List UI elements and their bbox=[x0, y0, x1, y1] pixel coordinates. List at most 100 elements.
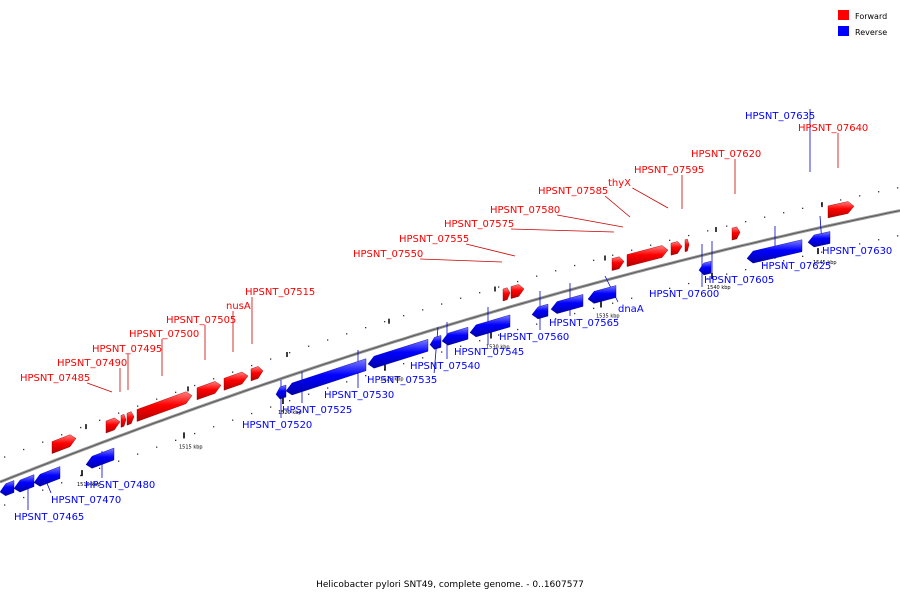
reverse-gene[interactable] bbox=[587, 285, 617, 304]
track-dot bbox=[403, 363, 405, 365]
track-dot bbox=[23, 496, 25, 499]
track-dot bbox=[707, 278, 709, 280]
track-dot bbox=[479, 340, 481, 342]
forward-gene[interactable] bbox=[120, 414, 127, 428]
backbone-center bbox=[0, 210, 900, 483]
gene-label-hpsnt_07495[interactable]: HPSNT_07495 bbox=[92, 344, 162, 355]
forward-gene[interactable] bbox=[502, 287, 511, 302]
gene-label-hpsnt_07565[interactable]: HPSNT_07565 bbox=[549, 318, 619, 329]
track-dot bbox=[460, 345, 462, 347]
gene-label-hpsnt_07605[interactable]: HPSNT_07605 bbox=[704, 275, 774, 286]
gene-label-hpsnt_07600[interactable]: HPSNT_07600 bbox=[649, 289, 719, 300]
leader-line bbox=[632, 187, 669, 209]
gene-label-hpsnt_07490[interactable]: HPSNT_07490 bbox=[57, 358, 127, 369]
reverse-gene[interactable] bbox=[698, 260, 712, 276]
gene-label-hpsnt_07555[interactable]: HPSNT_07555 bbox=[399, 234, 469, 245]
leader-line bbox=[420, 258, 503, 263]
track-dot bbox=[593, 259, 595, 261]
forward-gene[interactable] bbox=[510, 284, 525, 299]
gene-label-hpsnt_07585[interactable]: HPSNT_07585 bbox=[538, 186, 608, 197]
reverse-gene[interactable] bbox=[33, 466, 61, 487]
gene-label-hpsnt_07500[interactable]: HPSNT_07500 bbox=[129, 329, 199, 340]
reverse-gene[interactable] bbox=[285, 358, 367, 396]
forward-gene[interactable] bbox=[684, 238, 690, 252]
reverse-gene[interactable] bbox=[0, 480, 15, 497]
track-dot bbox=[403, 315, 405, 317]
forward-gene[interactable] bbox=[105, 417, 121, 434]
forward-gene[interactable] bbox=[827, 201, 855, 219]
track-dot bbox=[175, 439, 177, 441]
track-dot bbox=[631, 249, 633, 251]
gene-label-thyx[interactable]: thyX bbox=[608, 178, 631, 189]
reverse-gene[interactable] bbox=[367, 339, 429, 369]
forward-gene[interactable] bbox=[731, 226, 741, 241]
gene-label-hpsnt_07530[interactable]: HPSNT_07530 bbox=[324, 390, 394, 401]
track-dot bbox=[289, 400, 291, 402]
track-dot bbox=[859, 195, 861, 197]
track-dot bbox=[878, 191, 880, 193]
gene-label-hpsnt_07505[interactable]: HPSNT_07505 bbox=[166, 315, 236, 326]
gene-label-hpsnt_07550[interactable]: HPSNT_07550 bbox=[353, 249, 423, 260]
gene-label-hpsnt_07575[interactable]: HPSNT_07575 bbox=[444, 219, 514, 230]
track-dot bbox=[61, 434, 63, 436]
forward-gene[interactable] bbox=[126, 411, 135, 426]
tick-label: 1535 kbp bbox=[596, 314, 620, 320]
reverse-gene[interactable] bbox=[13, 474, 35, 493]
reverse-gene[interactable] bbox=[441, 326, 469, 346]
gene-label-hpsnt_07470[interactable]: HPSNT_07470 bbox=[51, 495, 121, 506]
genome-backbone bbox=[0, 209, 900, 484]
track-dot bbox=[137, 453, 139, 455]
reverse-gene[interactable] bbox=[531, 303, 549, 320]
track-dot bbox=[99, 419, 101, 421]
gene-label-hpsnt_07580[interactable]: HPSNT_07580 bbox=[490, 205, 560, 216]
track-dot bbox=[517, 328, 519, 331]
forward-gene[interactable] bbox=[250, 366, 264, 382]
gene-label-hpsnt_07515[interactable]: HPSNT_07515 bbox=[245, 287, 315, 298]
reverse-gene[interactable] bbox=[807, 231, 831, 248]
track-dot bbox=[156, 398, 158, 400]
forward-gene[interactable] bbox=[223, 371, 249, 391]
gene-label-dnaa[interactable]: dnaA bbox=[618, 304, 644, 315]
track-dot bbox=[669, 239, 671, 241]
track-dot bbox=[251, 412, 253, 415]
reverse-gene[interactable] bbox=[746, 239, 803, 264]
forward-gene[interactable] bbox=[51, 434, 77, 454]
track-dot bbox=[840, 247, 842, 249]
forward-gene[interactable] bbox=[626, 245, 669, 267]
forward-gene[interactable] bbox=[611, 256, 625, 271]
gene-label-hpsnt_07520[interactable]: HPSNT_07520 bbox=[242, 420, 312, 431]
reverse-gene[interactable] bbox=[429, 335, 442, 350]
forward-gene[interactable] bbox=[196, 381, 222, 401]
leader-line bbox=[604, 195, 631, 218]
reverse-gene[interactable] bbox=[550, 294, 584, 314]
gene-label-hpsnt_07560[interactable]: HPSNT_07560 bbox=[499, 332, 569, 343]
track-dot bbox=[346, 381, 348, 383]
track-dot bbox=[878, 239, 880, 241]
gene-label-nusa[interactable]: nusA bbox=[226, 301, 251, 312]
gene-label-hpsnt_07465[interactable]: HPSNT_07465 bbox=[14, 512, 84, 523]
gene-label-hpsnt_07485[interactable]: HPSNT_07485 bbox=[20, 373, 90, 384]
forward-gene[interactable] bbox=[670, 241, 683, 256]
gene-label-hpsnt_07540[interactable]: HPSNT_07540 bbox=[410, 361, 480, 372]
gene-label-hpsnt_07625[interactable]: HPSNT_07625 bbox=[761, 261, 831, 272]
gene-label-hpsnt_07535[interactable]: HPSNT_07535 bbox=[367, 375, 437, 386]
gene-label-hpsnt_07595[interactable]: HPSNT_07595 bbox=[634, 165, 704, 176]
gene-label-hpsnt_07630[interactable]: HPSNT_07630 bbox=[822, 246, 892, 257]
track-dot bbox=[327, 387, 329, 389]
track-dot bbox=[593, 307, 595, 309]
genome-caption: Helicobacter pylori SNT49, complete geno… bbox=[316, 580, 584, 590]
reverse-gene[interactable] bbox=[469, 314, 511, 338]
gene-label-hpsnt_07545[interactable]: HPSNT_07545 bbox=[454, 347, 524, 358]
gene-label-hpsnt_07640[interactable]: HPSNT_07640 bbox=[798, 123, 868, 134]
track-dot bbox=[441, 351, 443, 353]
track-dot bbox=[4, 504, 6, 506]
reverse-gene[interactable] bbox=[275, 384, 287, 400]
gene-label-hpsnt_07620[interactable]: HPSNT_07620 bbox=[691, 149, 761, 160]
reverse-gene[interactable] bbox=[85, 447, 115, 469]
scale-ticks: 1510 kbp 1515 kbp 1520 kbp 1525 kbp 1530 kbp… bbox=[77, 202, 837, 488]
forward-gene[interactable] bbox=[136, 391, 193, 422]
gene-label-hpsnt_07525[interactable]: HPSNT_07525 bbox=[282, 405, 352, 416]
track-dot bbox=[4, 456, 6, 458]
gene-label-hpsnt_07480[interactable]: HPSNT_07480 bbox=[85, 480, 155, 491]
gene-label-hpsnt_07635[interactable]: HPSNT_07635 bbox=[745, 111, 815, 122]
